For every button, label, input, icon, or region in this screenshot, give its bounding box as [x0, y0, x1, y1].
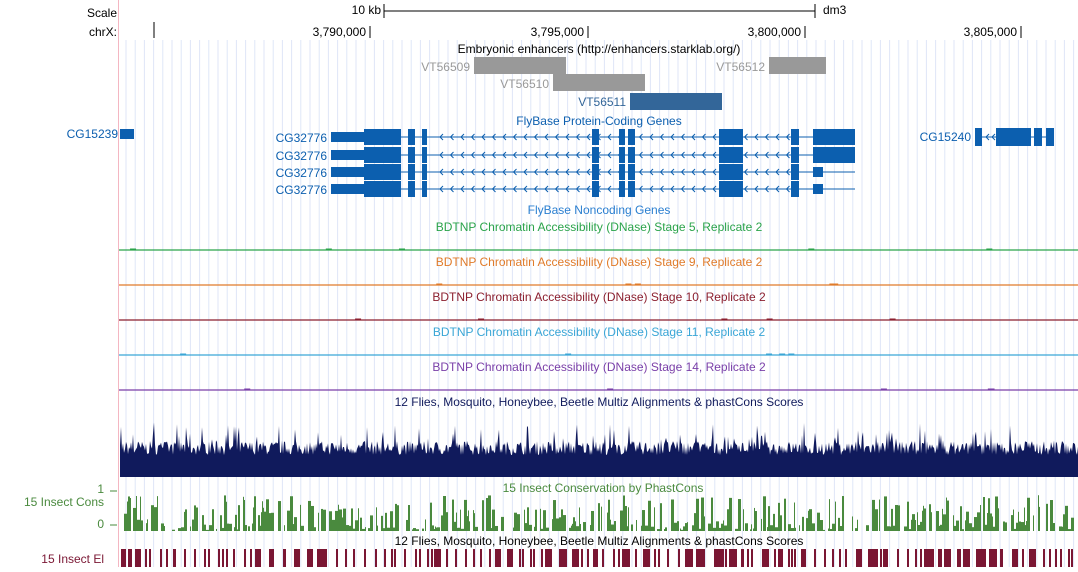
gene-model-cg32776[interactable] — [331, 129, 855, 145]
phastcons-plot[interactable] — [124, 495, 1074, 531]
gene-model-cg32776[interactable] — [331, 164, 855, 180]
gene-model-cg15240[interactable] — [975, 128, 1054, 146]
enhancer-feature[interactable] — [769, 57, 826, 74]
gene-model-cg32776[interactable] — [331, 181, 855, 197]
coding-genes-track-title: FlyBase Protein-Coding Genes — [516, 114, 681, 128]
noncoding-genes-track-title: FlyBase Noncoding Genes — [528, 203, 671, 217]
dnase-signal-track[interactable] — [119, 353, 1078, 356]
ruler-tick-label: 3,790,000 — [313, 25, 367, 39]
dnase-track-title: BDTNP Chromatin Accessibility (DNase) St… — [436, 255, 763, 269]
gene-label: CG15239 — [67, 127, 119, 141]
gene-label: CG32776 — [276, 166, 328, 180]
grid-lines — [125, 40, 1075, 567]
chrom-label: chrX: — [89, 25, 117, 39]
phastcons-axis-max: 1 — [97, 482, 104, 496]
ruler-tick-label: 3,800,000 — [748, 25, 802, 39]
phastcons-track-title: 15 Insect Conservation by PhastCons — [503, 481, 704, 495]
dnase-track-title: BDTNP Chromatin Accessibility (DNase) St… — [432, 360, 766, 374]
scale-label: Scale — [87, 6, 117, 20]
enhancer-label: VT56511 — [578, 95, 626, 109]
enhancer-label: VT56512 — [716, 60, 765, 74]
enhancer-feature[interactable] — [553, 74, 645, 91]
gene-model-cg32776[interactable] — [331, 147, 855, 163]
dnase-track-title: BDTNP Chromatin Accessibility (DNase) St… — [433, 325, 766, 339]
dnase-signal-track[interactable] — [119, 283, 1078, 286]
dnase-signal-track[interactable] — [119, 388, 1078, 391]
ruler-tick-label: 3,805,000 — [964, 25, 1018, 39]
conserved-elements-track[interactable] — [121, 549, 1073, 567]
enhancer-label: VT56509 — [421, 60, 470, 74]
multiz-track-title: 12 Flies, Mosquito, Honeybee, Beetle Mul… — [395, 395, 804, 409]
enhancer-label: VT56510 — [500, 77, 549, 91]
multiz-conservation-plot[interactable] — [120, 422, 1078, 477]
dnase-track-title: BDTNP Chromatin Accessibility (DNase) St… — [432, 290, 766, 304]
dnase-signal-track[interactable] — [119, 248, 1078, 251]
enhancers-track-title: Embryonic enhancers (http://enhancers.st… — [458, 42, 741, 56]
scale-bar-label: 10 kb — [352, 3, 382, 17]
gene-model-cg15239[interactable] — [120, 129, 134, 139]
gene-label: CG32776 — [276, 149, 328, 163]
enhancer-feature[interactable] — [630, 93, 722, 110]
elements-track-title: 12 Flies, Mosquito, Honeybee, Beetle Mul… — [395, 534, 804, 548]
dnase-signal-track[interactable] — [119, 318, 1078, 321]
gene-label: CG15240 — [920, 130, 972, 144]
ruler-tick-label: 3,795,000 — [531, 25, 585, 39]
dnase-track-title: BDTNP Chromatin Accessibility (DNase) St… — [436, 220, 763, 234]
gene-label: CG32776 — [276, 131, 328, 145]
phastcons-side-label: 15 Insect Cons — [24, 495, 104, 509]
phastcons-axis-min: 0 — [97, 517, 104, 531]
elements-side-label: 15 Insect El — [41, 552, 104, 566]
gene-label: CG32776 — [276, 183, 328, 197]
assembly-label: dm3 — [823, 3, 847, 17]
enhancer-feature[interactable] — [474, 57, 566, 74]
